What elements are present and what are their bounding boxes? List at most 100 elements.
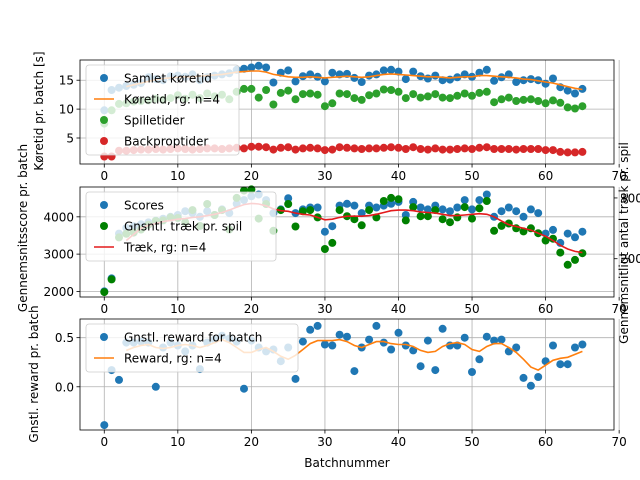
data-point xyxy=(468,205,476,214)
data-point xyxy=(549,74,557,83)
data-point xyxy=(460,89,469,98)
data-point xyxy=(556,360,565,369)
data-point xyxy=(328,145,337,154)
data-point xyxy=(313,144,322,153)
data-point xyxy=(298,337,307,346)
data-point xyxy=(482,332,491,341)
y-axis-label: Gnstl. reward pr. batch xyxy=(27,305,41,442)
x-tick-label: 10 xyxy=(170,302,185,316)
data-point xyxy=(431,206,440,215)
data-point xyxy=(357,221,366,230)
data-point xyxy=(320,245,329,253)
data-point xyxy=(387,193,396,202)
data-point xyxy=(563,86,572,95)
data-point xyxy=(328,341,337,350)
data-point xyxy=(453,91,462,100)
data-point xyxy=(571,233,579,242)
x-tick-label: 30 xyxy=(317,169,332,183)
plot-frame xyxy=(79,59,615,165)
data-point xyxy=(497,335,506,344)
data-point xyxy=(549,96,557,105)
panel-3: 0 10 20 30 40 50 60 70 0.0 0.5 Gnstl. reward for b… xyxy=(27,305,627,470)
data-point xyxy=(247,63,256,72)
x-tick-label: 50 xyxy=(464,435,479,449)
x-axis-label: Batchnummer xyxy=(304,456,389,470)
plot-frame xyxy=(79,318,615,431)
data-point xyxy=(438,93,447,102)
legend-label: Træk, rg: n=4 xyxy=(123,241,206,255)
data-point xyxy=(291,77,300,86)
y-axis-label: Køretid pr. batch [s] xyxy=(32,51,46,170)
data-point xyxy=(431,144,440,153)
data-point xyxy=(504,145,513,153)
y-right-axis-label: Gennemsnitligt antal træk pr. spil xyxy=(617,142,631,344)
data-point xyxy=(556,248,565,257)
data-point xyxy=(446,145,454,154)
data-point xyxy=(298,72,307,81)
data-point xyxy=(328,99,337,108)
data-point xyxy=(343,90,351,99)
data-point xyxy=(100,288,109,297)
legend-box xyxy=(85,323,299,373)
data-point xyxy=(541,146,550,155)
x-tick-label: 30 xyxy=(317,302,332,316)
data-point xyxy=(401,341,410,350)
data-point xyxy=(490,336,499,345)
data-point xyxy=(423,212,432,221)
legend-label: Samlet køretid xyxy=(124,72,212,86)
data-point xyxy=(526,95,535,104)
x-tick-label: 40 xyxy=(391,302,406,316)
data-point xyxy=(578,249,587,258)
data-point xyxy=(497,221,506,230)
data-point xyxy=(306,143,315,152)
y-right-tick-label: 200 xyxy=(620,252,640,266)
data-point xyxy=(423,145,432,154)
data-point xyxy=(254,93,263,102)
data-point xyxy=(335,89,344,98)
data-point xyxy=(284,200,293,208)
data-point xyxy=(519,95,528,104)
data-point xyxy=(298,144,307,153)
x-tick-label: 60 xyxy=(538,169,553,183)
data-point xyxy=(578,227,587,236)
data-point xyxy=(468,368,476,376)
x-tick-label: 50 xyxy=(464,169,479,183)
data-point xyxy=(328,222,337,231)
data-point xyxy=(379,143,388,152)
data-point xyxy=(298,90,307,99)
x-tick-label: 40 xyxy=(391,169,406,183)
x-tick-label: 30 xyxy=(317,435,332,449)
data-point xyxy=(526,145,535,153)
data-point xyxy=(460,144,469,153)
data-point xyxy=(556,147,565,156)
data-point xyxy=(313,90,322,99)
data-point xyxy=(475,68,484,77)
legend-marker-swatch xyxy=(100,201,108,209)
data-point xyxy=(284,86,293,95)
data-point xyxy=(438,215,447,224)
data-point xyxy=(247,84,256,93)
x-tick-label: 20 xyxy=(244,169,259,183)
data-point xyxy=(394,328,403,337)
data-point xyxy=(497,207,506,216)
x-tick-label: 40 xyxy=(391,435,406,449)
data-point xyxy=(416,145,425,153)
data-point xyxy=(563,103,572,112)
data-point xyxy=(512,145,521,154)
data-point xyxy=(387,199,396,208)
x-tick-label: 60 xyxy=(538,302,553,316)
data-point xyxy=(519,145,528,153)
data-point xyxy=(571,343,579,352)
data-point xyxy=(387,65,396,74)
data-point xyxy=(416,362,425,371)
data-point xyxy=(475,204,484,213)
data-point xyxy=(512,207,521,216)
panel-2: 0 10 20 30 40 50 60 70200030004000200300ScoresG… xyxy=(16,142,640,344)
data-point xyxy=(563,260,572,269)
data-point xyxy=(423,205,432,214)
data-point xyxy=(343,199,351,208)
data-point xyxy=(482,190,491,199)
data-point xyxy=(284,66,293,75)
data-point xyxy=(365,91,374,100)
